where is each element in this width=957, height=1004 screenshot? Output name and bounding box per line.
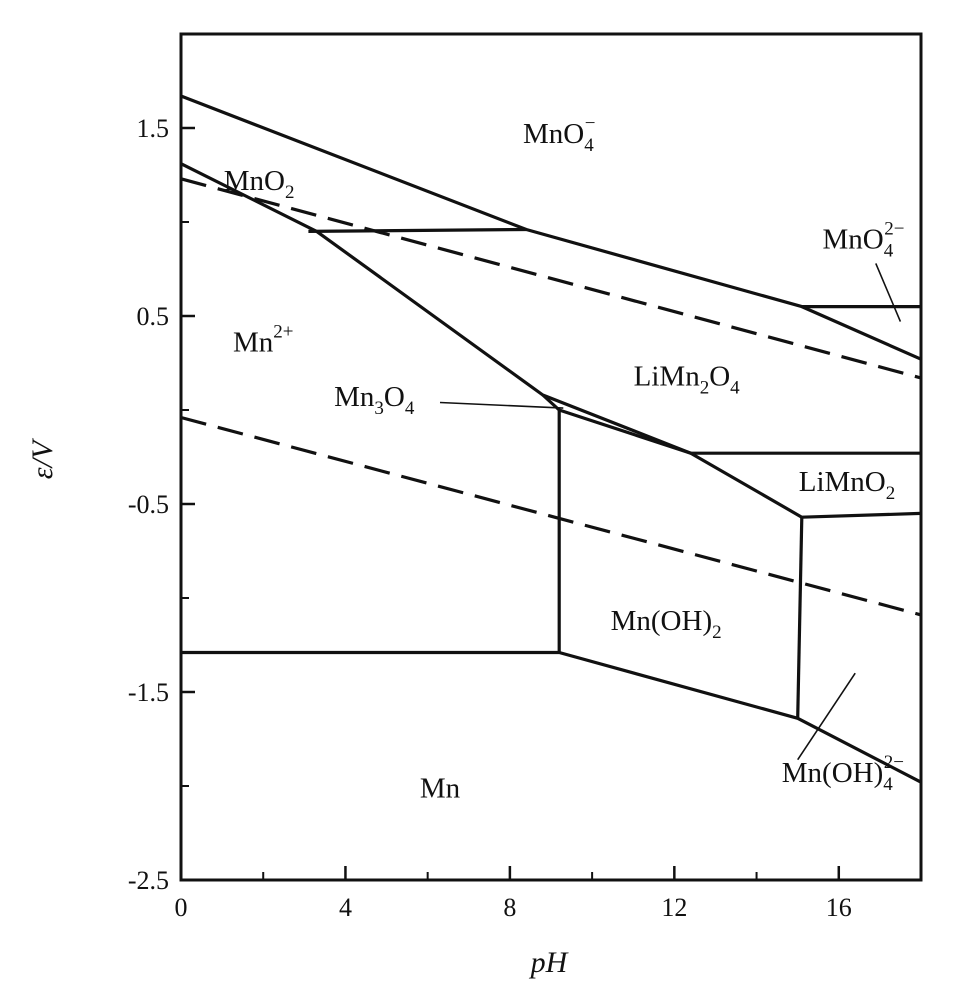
pointer-line-0	[439, 401, 564, 409]
pointer-lines	[439, 263, 902, 761]
boundary-line-0	[180, 94, 922, 361]
pointer-line-2	[797, 672, 856, 761]
y-tick-label: 1.5	[137, 114, 170, 143]
boundary-line-2	[308, 227, 527, 233]
region-label-mno4-minus: MnO4−	[523, 113, 595, 156]
pointer-line-1	[875, 263, 902, 322]
region-label-mno2: MnO2	[224, 165, 295, 203]
x-tick-label: 4	[339, 893, 352, 922]
y-tick-label: -1.5	[128, 678, 169, 707]
x-tick-label: 12	[661, 893, 687, 922]
phase-boundaries	[180, 94, 922, 784]
y-tick-label: 0.5	[137, 302, 170, 331]
region-label-mn3o4: Mn3O4	[334, 381, 415, 419]
region-label-mn2plus: Mn2+	[233, 322, 294, 359]
plot-frame	[179, 32, 923, 882]
y-axis-label: ε/V	[26, 437, 59, 479]
region-label-mnoh2: Mn(OH)2	[611, 605, 722, 643]
x-axis-label: pH	[529, 946, 570, 979]
axis-ticks: 0 4 8 12 16 1.5 0.5 -0.5 -1.5 -2.5	[128, 114, 852, 922]
region-label-mnoh4: Mn(OH)42−	[782, 752, 904, 795]
boundary-line-7	[796, 517, 804, 719]
region-label-limn2o4: LiMn2O4	[634, 361, 741, 399]
region-label-mno4-2minus: MnO42−	[822, 218, 904, 261]
dashed-boundary-9	[180, 177, 922, 380]
region-label-mn: Mn	[420, 772, 461, 804]
region-label-limno2: LiMnO2	[799, 466, 896, 504]
x-tick-label: 16	[826, 893, 852, 922]
y-tick-label: -0.5	[128, 490, 169, 519]
x-tick-label: 8	[503, 893, 516, 922]
y-tick-label: -2.5	[128, 866, 169, 895]
plot-area-border	[179, 32, 923, 882]
region-labels: MnO4− MnO2 MnO42− Mn2+ LiMn2O4 Mn3O4 LiMnO2 Mn(…	[224, 113, 905, 804]
boundary-line-8	[181, 650, 922, 784]
dashed-boundary-10	[180, 415, 922, 617]
x-tick-label: 0	[175, 893, 188, 922]
boundary-line-1	[180, 162, 922, 519]
